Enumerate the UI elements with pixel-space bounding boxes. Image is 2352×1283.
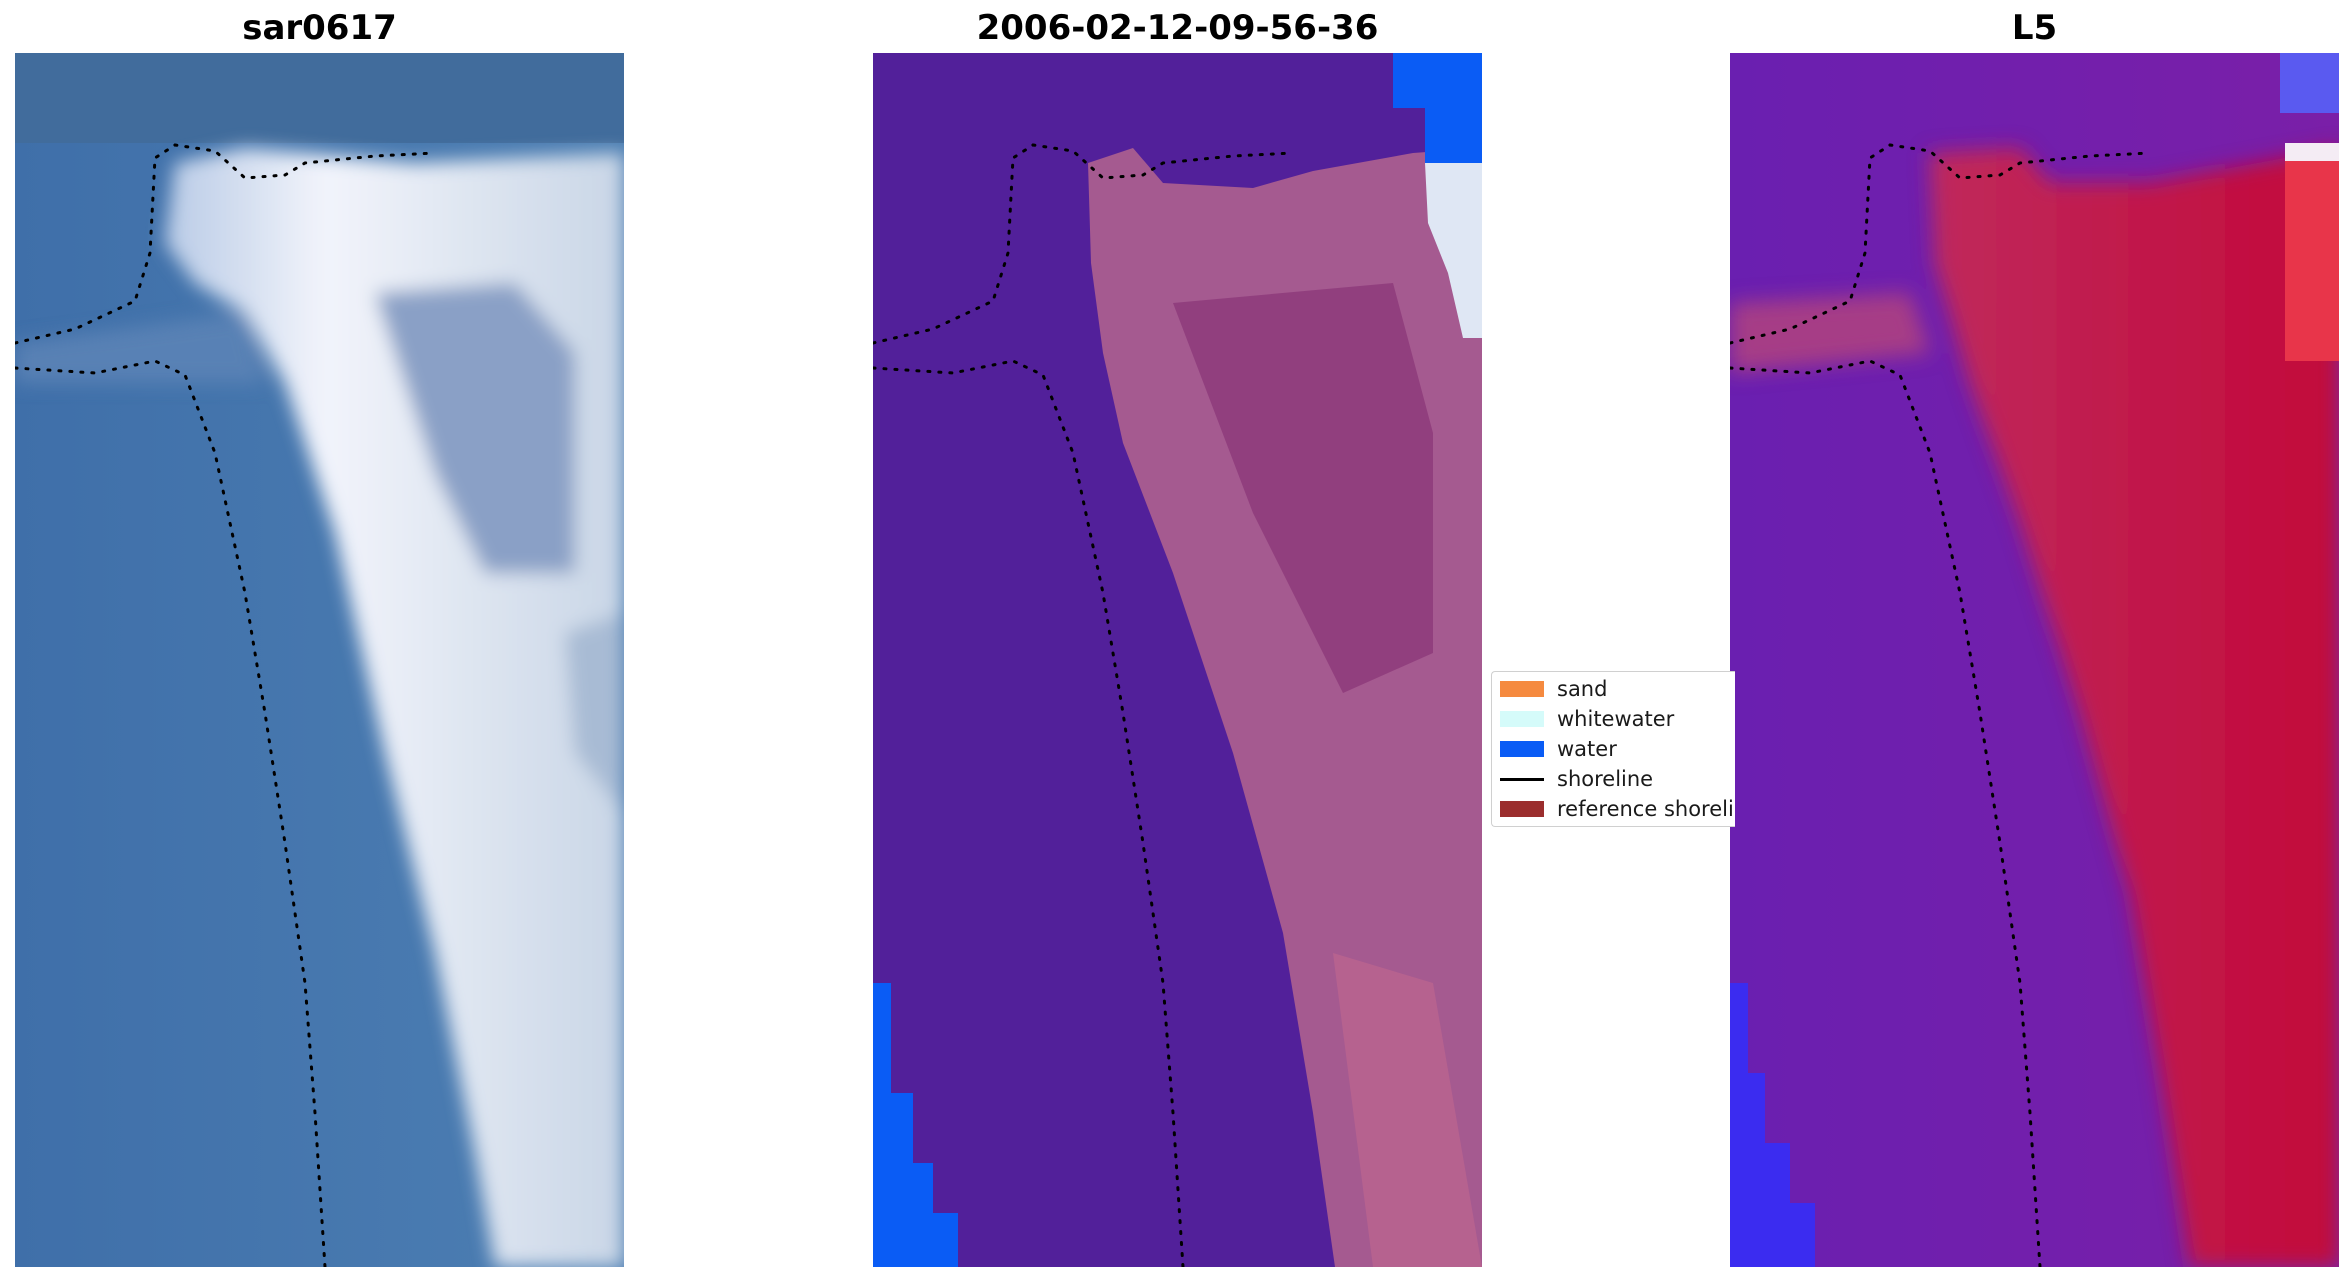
sand-swatch	[1500, 681, 1544, 697]
legend-item-water: water	[1492, 734, 1617, 764]
legend-label-shoreline: shoreline	[1557, 767, 1654, 791]
legend: sand whitewater water shoreline referenc…	[1491, 671, 1735, 827]
index-panel	[1730, 53, 2339, 1267]
legend-label-water: water	[1557, 737, 1617, 761]
legend-item-shoreline: shoreline	[1492, 764, 1653, 794]
panel-title-classification: 2006-02-12-09-56-36	[976, 8, 1379, 48]
legend-item-whitewater: whitewater	[1492, 704, 1674, 734]
shoreline-rgb	[15, 143, 437, 1267]
panel-title-mndwi: L5	[2011, 8, 2058, 48]
reference-shoreline-swatch	[1500, 801, 1544, 817]
legend-label-reference-shoreline: reference shoreline	[1557, 797, 1735, 821]
legend-label-sand: sand	[1557, 677, 1608, 701]
shoreline-index	[1730, 143, 2152, 1267]
legend-label-whitewater: whitewater	[1557, 707, 1675, 731]
shoreline-classification	[873, 143, 1295, 1267]
legend-item-sand: sand	[1492, 674, 1607, 704]
classification-panel	[873, 53, 1482, 1267]
rgb-image-panel	[15, 53, 624, 1267]
shoreline-swatch	[1500, 777, 1544, 781]
panel-title-rgb: sar0617	[242, 8, 397, 48]
water-swatch	[1500, 741, 1544, 757]
legend-item-reference-shoreline: reference shoreline	[1492, 794, 1735, 824]
whitewater-swatch	[1500, 711, 1544, 727]
